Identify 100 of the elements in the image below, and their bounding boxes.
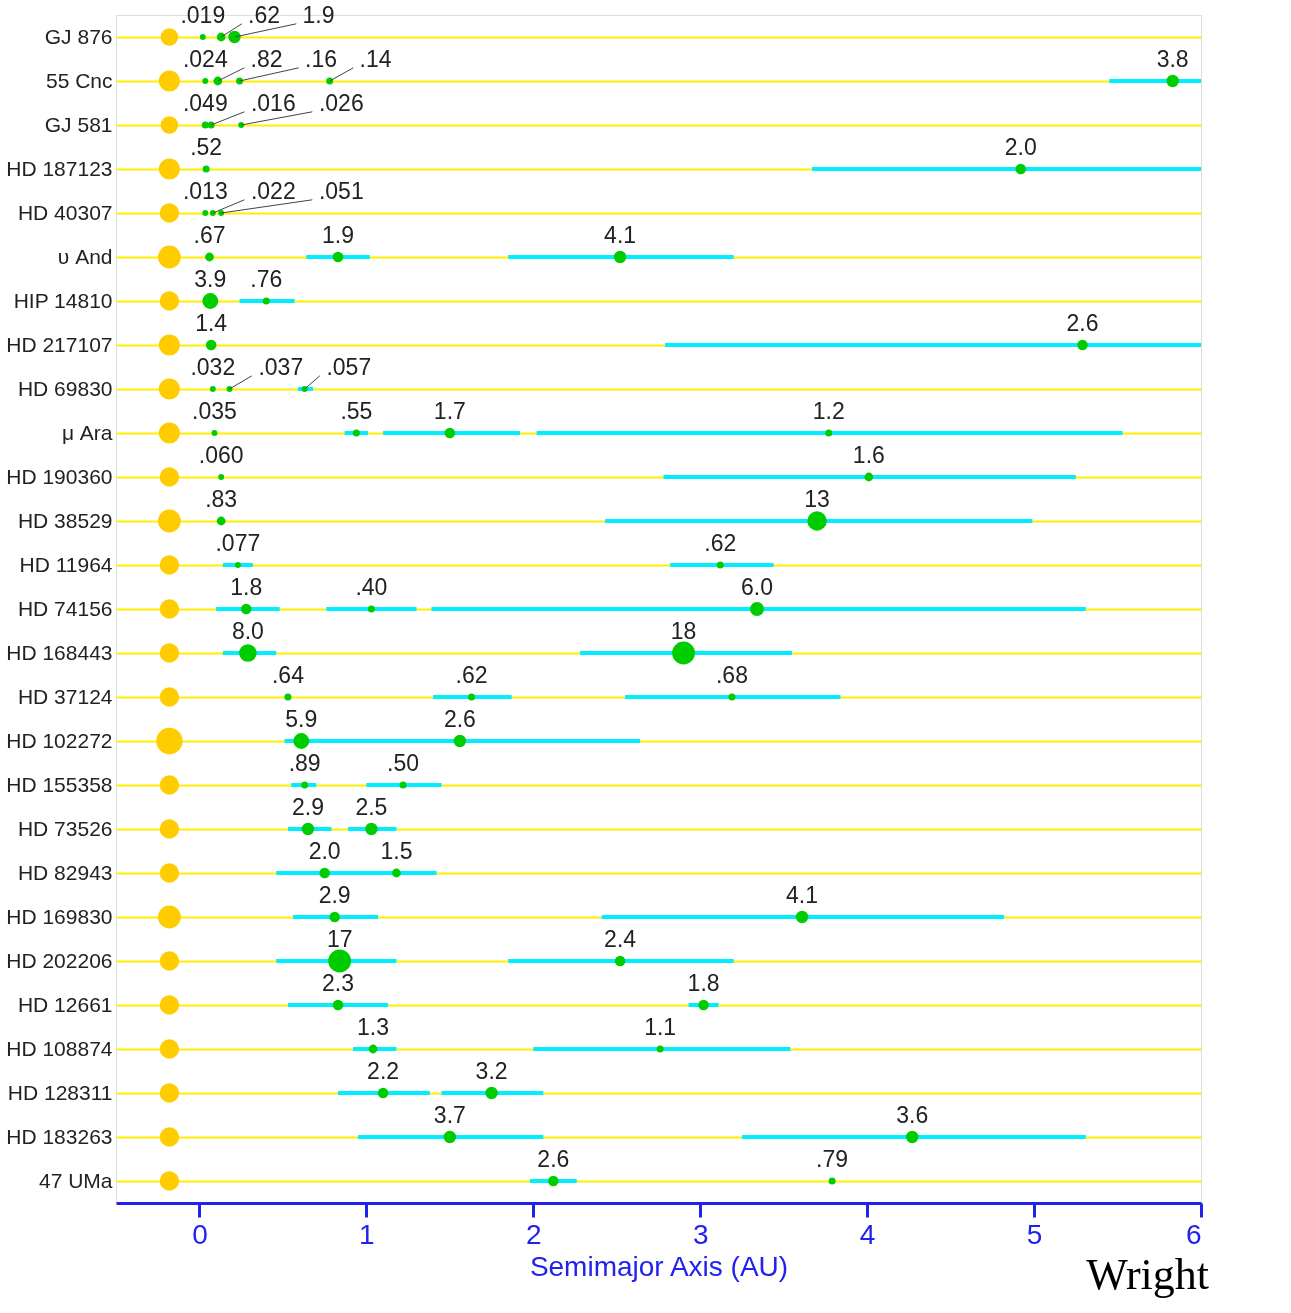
annotation: .057 bbox=[326, 354, 372, 381]
y-tick-label: μ Ara bbox=[61, 420, 113, 444]
y-tick-label: HD 82943 bbox=[17, 860, 113, 884]
annotation: 2.4 bbox=[604, 926, 637, 953]
x-tick-label: 1 bbox=[359, 1218, 375, 1250]
annotation: 1.6 bbox=[852, 442, 885, 469]
x-tick-label: 6 bbox=[1185, 1218, 1202, 1250]
x-axis-title: Semimajor Axis (AU) bbox=[529, 1250, 789, 1282]
y-tick-label: HD 187123 bbox=[6, 156, 113, 180]
annotation: .79 bbox=[816, 1146, 849, 1173]
annotation: .83 bbox=[205, 486, 238, 513]
x-tick-label: 0 bbox=[192, 1218, 208, 1250]
annotation: .013 bbox=[182, 178, 228, 205]
annotation: 1.3 bbox=[357, 1014, 390, 1041]
x-tick-label: 2 bbox=[526, 1218, 542, 1250]
annotation: .62 bbox=[704, 530, 737, 557]
annotation: .019 bbox=[180, 2, 226, 29]
annotation: 2.6 bbox=[1066, 310, 1099, 337]
y-tick-label: HD 38529 bbox=[17, 508, 113, 532]
y-tick-label: GJ 581 bbox=[44, 112, 113, 136]
y-tick-label: HD 169830 bbox=[6, 904, 113, 928]
annotation: 3.2 bbox=[475, 1058, 508, 1085]
annotation: .051 bbox=[318, 178, 364, 205]
annotation: 8.0 bbox=[231, 618, 264, 645]
annotation: 3.6 bbox=[896, 1102, 929, 1129]
annotation: 18 bbox=[670, 618, 697, 645]
annotation: .032 bbox=[190, 354, 236, 381]
annotation: .016 bbox=[250, 90, 296, 117]
annotation: .62 bbox=[455, 662, 488, 689]
annotation: 6.0 bbox=[740, 574, 773, 601]
annotation: 17 bbox=[326, 926, 353, 953]
y-tick-label: 55 Cnc bbox=[45, 68, 113, 92]
text: Wright bbox=[1086, 1250, 1209, 1299]
annotation: .50 bbox=[387, 750, 420, 777]
annotation: 13 bbox=[804, 486, 830, 513]
annotation: 2.9 bbox=[318, 882, 351, 909]
annotation: 3.7 bbox=[433, 1102, 466, 1129]
annotation: 1.7 bbox=[433, 398, 466, 425]
annotation: .68 bbox=[715, 662, 748, 689]
y-tick-label: HD 108874 bbox=[6, 1036, 113, 1060]
annotation: 1.4 bbox=[195, 310, 228, 337]
annotation: 1.2 bbox=[812, 398, 845, 425]
y-tick-label: HD 202206 bbox=[6, 948, 113, 972]
annotation: .67 bbox=[193, 222, 226, 249]
annotation: .037 bbox=[258, 354, 304, 381]
annotation: 2.6 bbox=[537, 1146, 570, 1173]
annotation: .55 bbox=[340, 398, 373, 425]
annotation: .52 bbox=[190, 134, 223, 161]
y-tick-label: HD 37124 bbox=[17, 684, 113, 708]
annotation: .62 bbox=[248, 2, 281, 29]
y-tick-label: HD 12661 bbox=[17, 992, 113, 1016]
annotation: .035 bbox=[192, 398, 237, 425]
annotation: 1.9 bbox=[302, 2, 335, 29]
annotation: 4.1 bbox=[604, 222, 637, 249]
x-tick-label: 4 bbox=[859, 1218, 876, 1250]
annotation: .16 bbox=[305, 46, 338, 73]
annotation: 3.9 bbox=[194, 266, 227, 293]
annotation: 1.1 bbox=[644, 1014, 677, 1041]
y-tick-label: HD 183263 bbox=[6, 1124, 113, 1148]
annotation: 2.0 bbox=[308, 838, 341, 865]
annotation: .76 bbox=[250, 266, 283, 293]
y-tick-label: 47 UMa bbox=[38, 1168, 113, 1192]
y-tick-label: GJ 876 bbox=[44, 24, 113, 48]
x-tick-label: 5 bbox=[1026, 1218, 1043, 1250]
annotation: .026 bbox=[318, 90, 364, 117]
annotation: 2.0 bbox=[1004, 134, 1037, 161]
annotation: .64 bbox=[271, 662, 305, 689]
annotation: 2.2 bbox=[367, 1058, 400, 1085]
annotation: 1.8 bbox=[230, 574, 263, 601]
annotation: 5.9 bbox=[285, 706, 318, 733]
annotation: 1.5 bbox=[380, 838, 413, 865]
y-tick-label: HD 69830 bbox=[17, 376, 113, 400]
annotation: .049 bbox=[182, 90, 228, 117]
y-tick-label: HD 217107 bbox=[6, 332, 113, 356]
y-tick-label: HD 74156 bbox=[17, 596, 113, 620]
x-tick-label: 3 bbox=[692, 1218, 709, 1250]
annotation: 1.8 bbox=[687, 970, 720, 997]
y-tick-label: HD 155358 bbox=[6, 772, 113, 796]
annotation: .89 bbox=[288, 750, 321, 777]
annotation: 2.5 bbox=[355, 794, 388, 821]
annotation: .82 bbox=[250, 46, 283, 73]
annotation: 1.9 bbox=[322, 222, 354, 249]
annotation: 2.3 bbox=[322, 970, 354, 997]
y-tick-label: HD 73526 bbox=[17, 816, 113, 840]
annotation: .060 bbox=[198, 442, 244, 469]
y-tick-label: HD 128311 bbox=[7, 1080, 113, 1104]
y-tick-label: HD 11964 bbox=[19, 552, 113, 576]
annotation: .077 bbox=[215, 530, 261, 557]
y-tick-label: HIP 14810 bbox=[13, 288, 113, 312]
annotation: .40 bbox=[355, 574, 388, 601]
annotation: .022 bbox=[250, 178, 296, 205]
y-tick-label: υ And bbox=[57, 244, 113, 268]
y-tick-label: HD 168443 bbox=[6, 640, 113, 664]
annotation: 2.6 bbox=[443, 706, 476, 733]
y-tick-label: HD 102272 bbox=[6, 728, 113, 752]
y-tick-label: HD 190360 bbox=[6, 464, 113, 488]
annotation: 3.8 bbox=[1156, 46, 1189, 73]
y-tick-label: HD 40307 bbox=[17, 200, 113, 224]
annotation: .024 bbox=[182, 46, 228, 73]
annotation: .14 bbox=[359, 46, 392, 73]
